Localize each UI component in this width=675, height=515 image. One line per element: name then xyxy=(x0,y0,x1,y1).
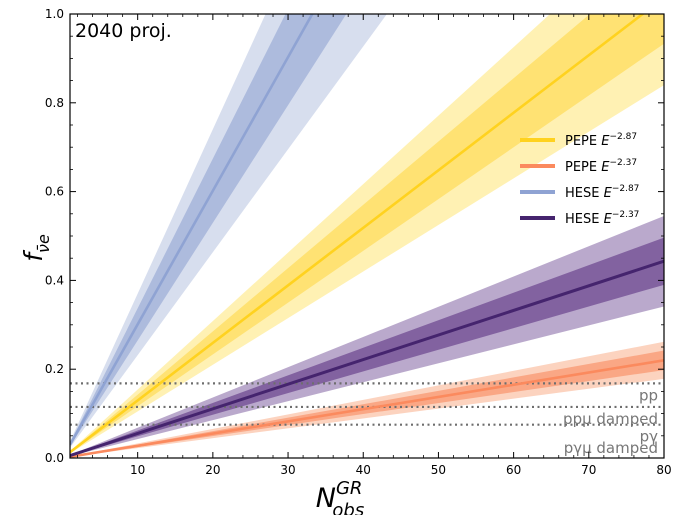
y-axis-title: fν̄e xyxy=(19,234,53,262)
x-tick-label-0: 10 xyxy=(130,463,145,477)
y-tick-label-0: 0.0 xyxy=(45,451,64,465)
legend-label-3: HESE E−2.37 xyxy=(565,210,639,227)
chart-annotation: 2040 proj. xyxy=(75,20,172,42)
x-axis-title-sub: obs xyxy=(332,500,364,515)
series-lines xyxy=(70,14,664,458)
legend-label-0: PEPE E−2.87 xyxy=(565,132,637,149)
ref-label-1: ppμ damped xyxy=(563,410,658,428)
legend-label-2: HESE E−2.87 xyxy=(565,184,639,201)
x-axis-title-base: N xyxy=(316,483,336,514)
y-axis-title-sub: ν̄e xyxy=(34,234,53,253)
y-tick-label-5: 1.0 xyxy=(45,7,64,21)
ref-label-2: pγ xyxy=(640,428,659,446)
band-outer-1 xyxy=(70,341,664,458)
y-tick-label-4: 0.8 xyxy=(45,96,64,110)
x-tick-label-3: 40 xyxy=(356,463,371,477)
band-outer-3 xyxy=(70,215,664,457)
ref-label-3: pγμ damped xyxy=(564,439,658,457)
axis-ticks: 10 20 30 40 50 60 70 80 0.0 0.2 0.4 0.6 0.8 1.0 xyxy=(45,7,672,477)
uncertainty-bands xyxy=(70,14,664,458)
band-outer-2 xyxy=(70,14,387,448)
x-tick-label-1: 20 xyxy=(205,463,220,477)
series-line-3 xyxy=(70,259,664,457)
x-tick-label-6: 70 xyxy=(581,463,596,477)
series-line-0 xyxy=(70,14,645,454)
series-line-1 xyxy=(70,359,664,458)
y-tick-label-3: 0.6 xyxy=(45,185,64,199)
x-tick-label-4: 50 xyxy=(431,463,446,477)
x-axis-title: NGR obs xyxy=(316,478,365,515)
legend: PEPE E−2.87 PEPE E−2.37 HESE E−2.87 HESE E−… xyxy=(520,132,639,227)
x-tick-label-5: 60 xyxy=(506,463,521,477)
ref-label-0: pp xyxy=(639,386,658,404)
x-tick-label-2: 30 xyxy=(280,463,295,477)
band-inner-3 xyxy=(70,237,664,456)
band-inner-2 xyxy=(70,14,347,447)
y-tick-label-2: 0.4 xyxy=(45,273,64,287)
band-inner-0 xyxy=(70,14,664,453)
legend-label-1: PEPE E−2.37 xyxy=(565,158,637,175)
x-tick-label-7: 80 xyxy=(656,463,671,477)
y-tick-label-1: 0.2 xyxy=(45,362,64,376)
series-line-2 xyxy=(70,14,314,446)
band-inner-1 xyxy=(70,350,664,457)
x-axis-title-sup: GR xyxy=(336,478,362,499)
